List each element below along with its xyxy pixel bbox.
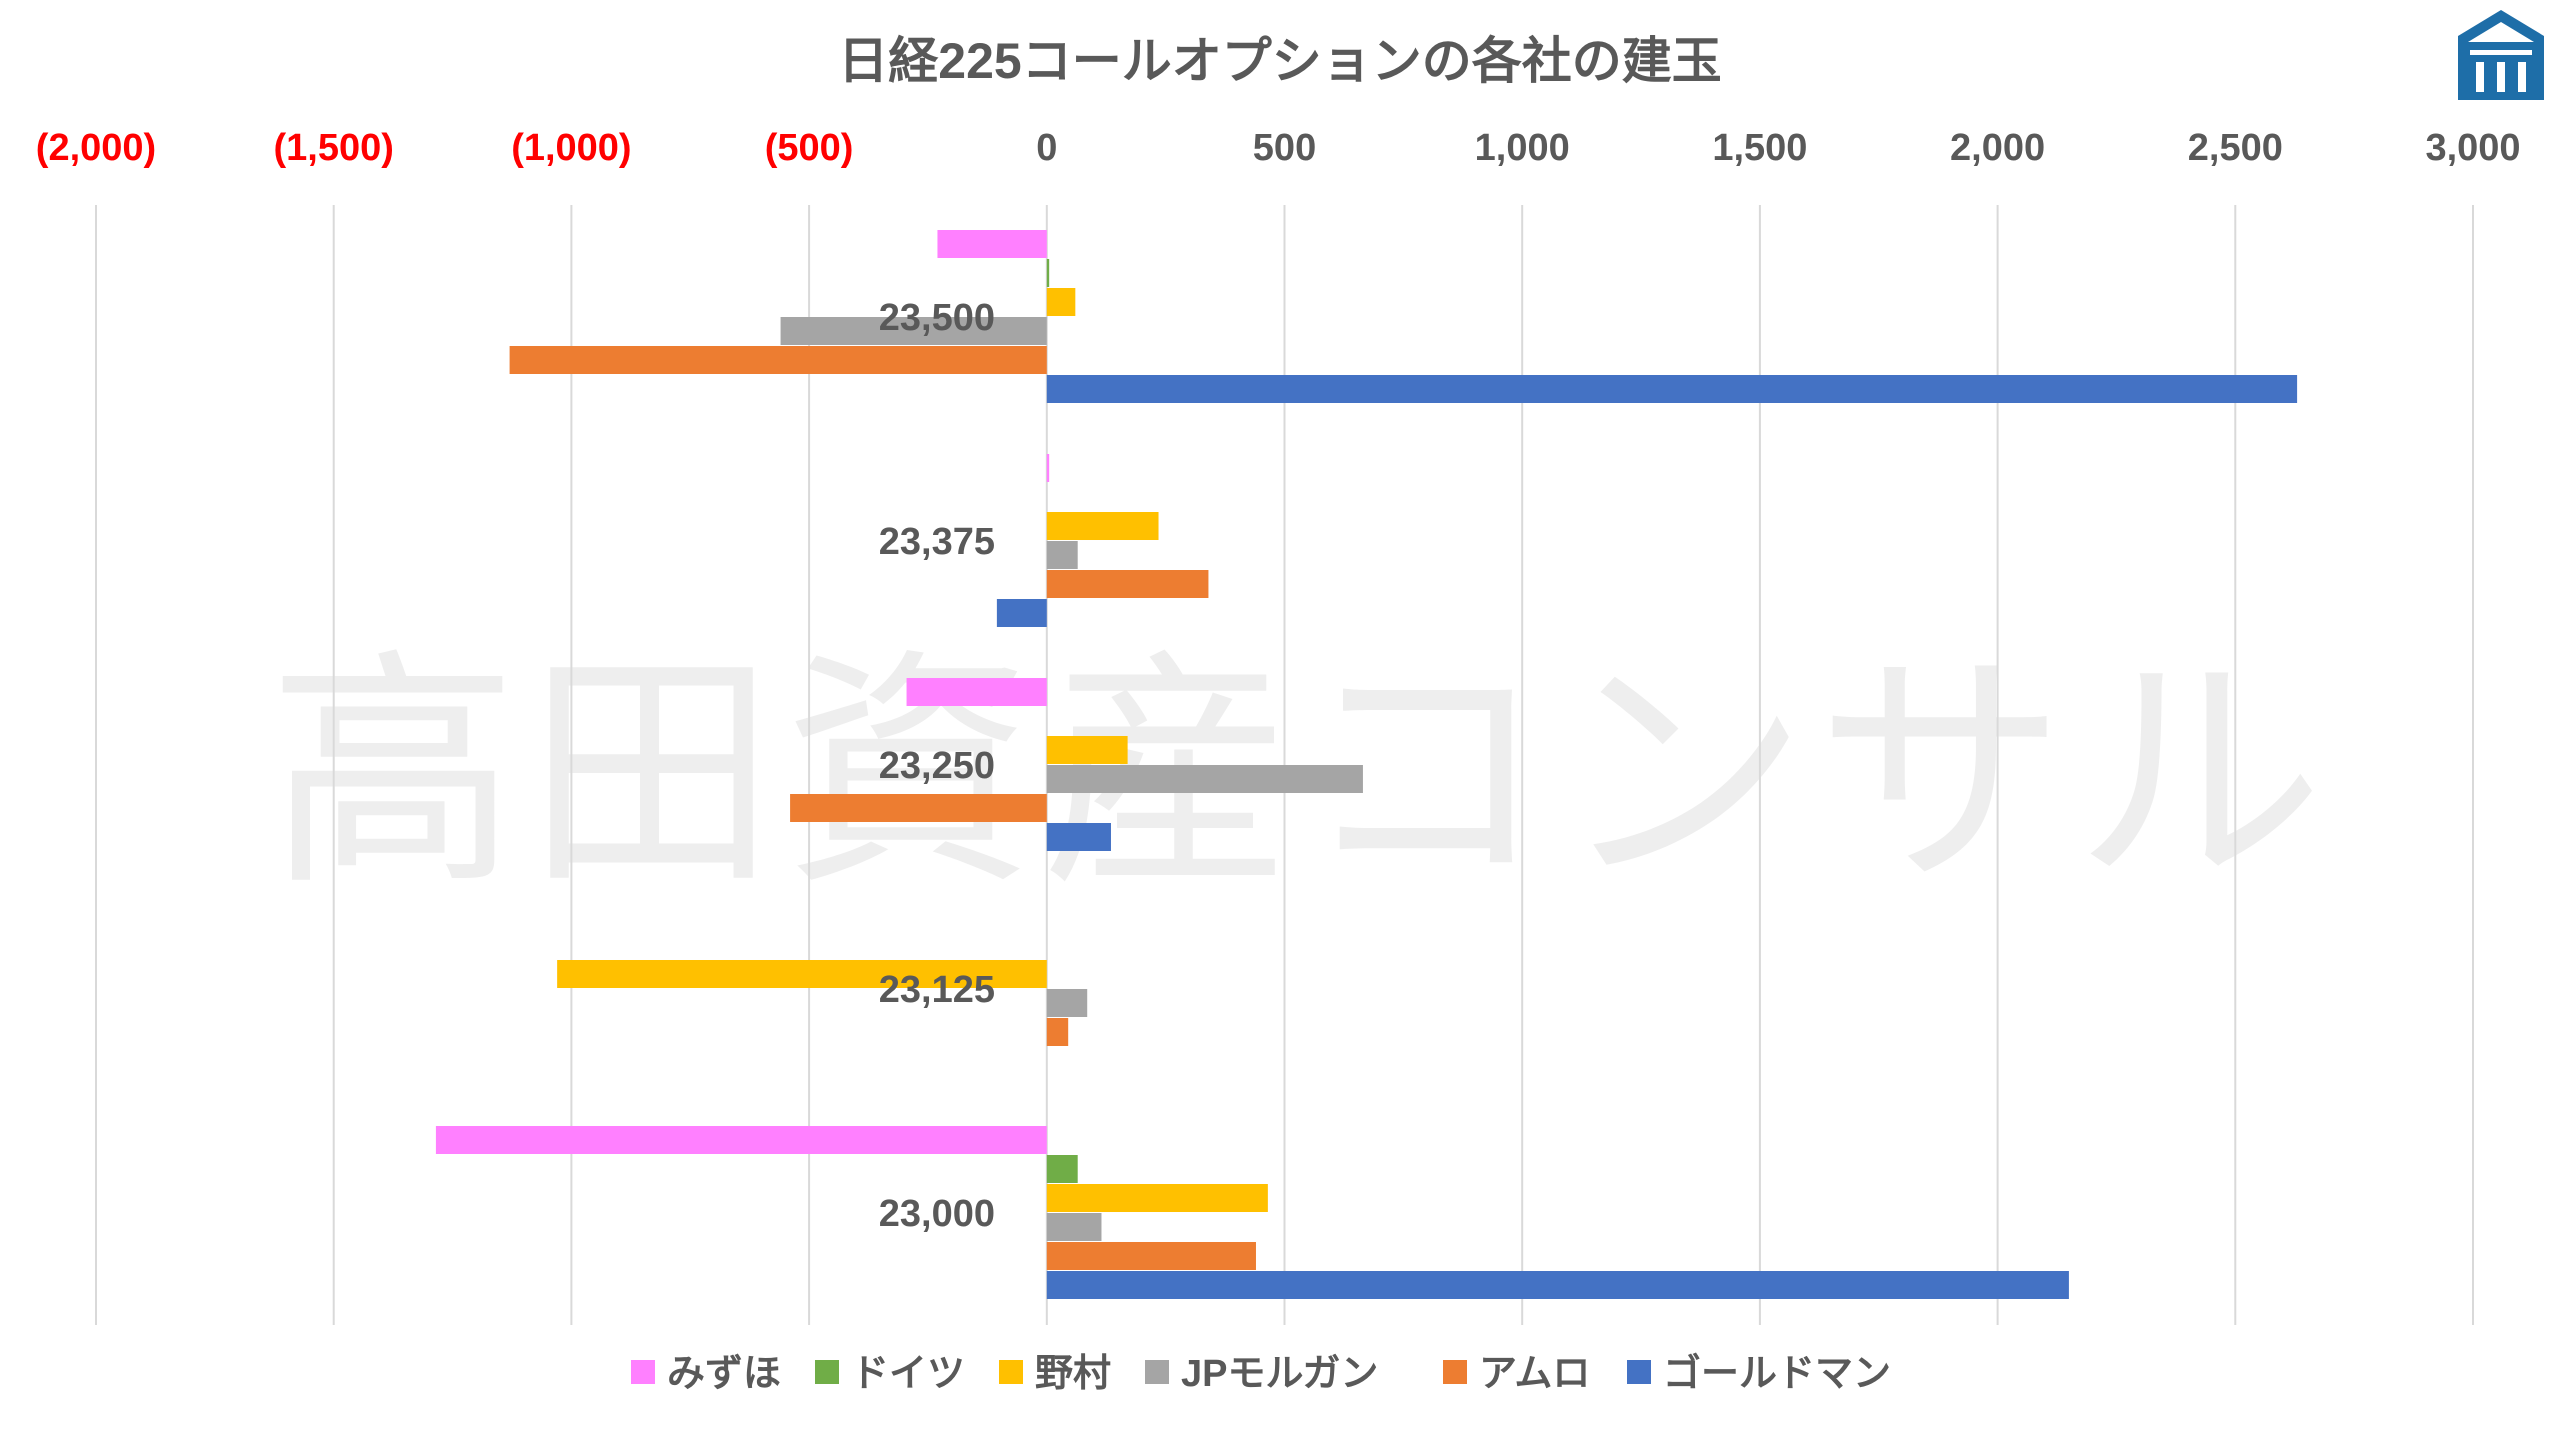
legend-swatch: [815, 1360, 839, 1384]
legend-swatch: [1145, 1360, 1169, 1384]
legend-label: ドイツ: [851, 1353, 965, 1395]
x-tick-label: 1,000: [1475, 127, 1570, 169]
y-category-label: 23,500: [879, 297, 995, 339]
legend-swatch: [1443, 1360, 1467, 1384]
x-tick-label: (1,000): [511, 127, 631, 169]
legend-label: ゴールドマン: [1663, 1352, 1891, 1395]
bar: [1046, 736, 1128, 764]
bar: [1046, 1213, 1102, 1241]
legend-label: 野村: [1035, 1353, 1111, 1395]
bar: [1046, 1184, 1268, 1212]
bar: [1046, 823, 1111, 851]
bar: [1046, 288, 1076, 316]
bar: [1046, 512, 1159, 540]
x-tick-label: 2,500: [2188, 127, 2283, 169]
x-tick-label: 0: [1036, 127, 1057, 169]
y-category-label: 23,125: [879, 969, 995, 1011]
bar: [435, 1126, 1047, 1154]
bar: [906, 678, 1047, 706]
x-tick-label: 500: [1253, 127, 1316, 169]
bar: [1046, 989, 1088, 1017]
category-labels: 23,500 23,375 23,250 23,125 23,000: [879, 297, 995, 1235]
y-category-label: 23,375: [879, 521, 995, 563]
legend-label: JPモルガン: [1181, 1353, 1378, 1395]
bar: [1046, 1242, 1256, 1270]
x-tick-label: (2,000): [36, 127, 156, 169]
bar: [1046, 259, 1050, 287]
chart-legend: みずほ ドイツ 野村 JPモルガン アムロ ゴールドマン: [631, 1352, 1891, 1395]
bar: [557, 960, 1047, 988]
legend-label: みずほ: [667, 1353, 781, 1395]
bar: [790, 794, 1047, 822]
building-logo-icon: [2458, 10, 2544, 100]
x-tick-label: 1,500: [1712, 127, 1807, 169]
bar: [937, 230, 1047, 258]
bar: [1046, 541, 1078, 569]
bars-layer: [435, 230, 2298, 1299]
y-category-label: 23,000: [879, 1193, 995, 1235]
bar: [1046, 454, 1050, 482]
bar: [1046, 570, 1209, 598]
x-tick-label: (1,500): [273, 127, 393, 169]
bar: [996, 599, 1047, 627]
x-axis-ticks: (2,000) (1,500) (1,000) (500) 0 500 1,000 1,500…: [36, 127, 2521, 169]
x-tick-label: (500): [765, 127, 854, 169]
bar: [509, 346, 1047, 374]
bar: [1046, 1271, 2069, 1299]
bar: [780, 317, 1047, 345]
bar: [1046, 765, 1363, 793]
x-tick-label: 2,000: [1950, 127, 2045, 169]
bar: [1046, 1155, 1078, 1183]
bar: [1046, 375, 2298, 403]
legend-swatch: [999, 1360, 1023, 1384]
legend-swatch: [631, 1360, 655, 1384]
x-tick-label: 3,000: [2425, 127, 2520, 169]
chart-title: 日経225コールオプションの各社の建玉: [838, 33, 1721, 89]
y-category-label: 23,250: [879, 745, 995, 787]
legend-label: アムロ: [1479, 1353, 1590, 1395]
bar: [1046, 1018, 1069, 1046]
legend-swatch: [1627, 1360, 1651, 1384]
